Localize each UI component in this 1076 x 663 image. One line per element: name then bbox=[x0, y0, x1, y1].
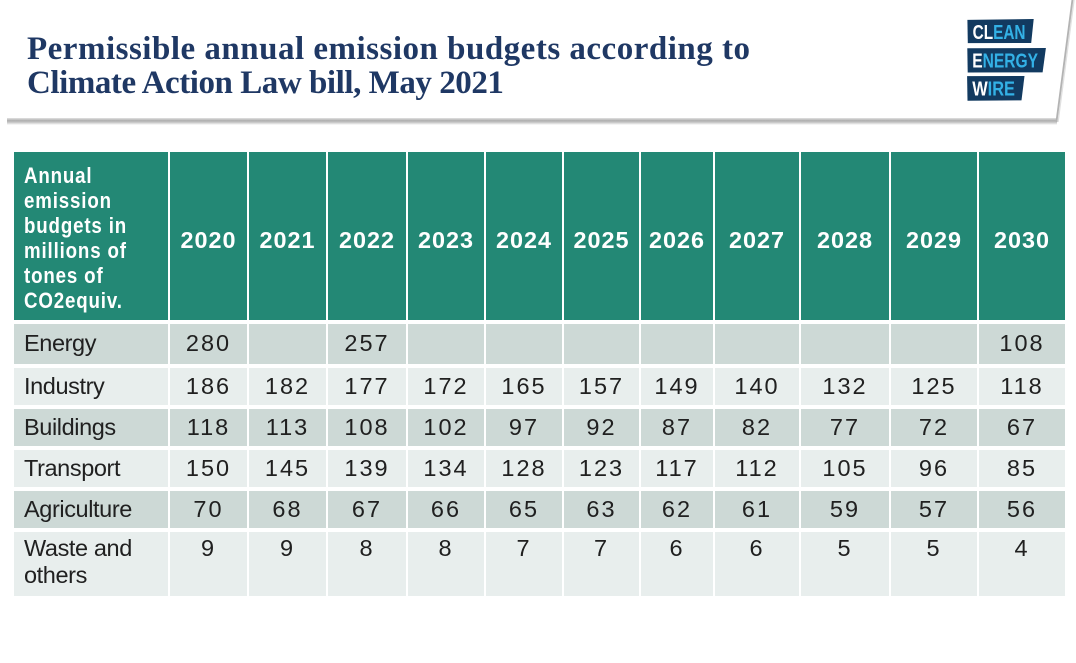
svg-text:ENERGY: ENERGY bbox=[972, 50, 1038, 72]
svg-text:CLEAN: CLEAN bbox=[973, 21, 1026, 43]
svg-text:WIRE: WIRE bbox=[972, 77, 1015, 100]
